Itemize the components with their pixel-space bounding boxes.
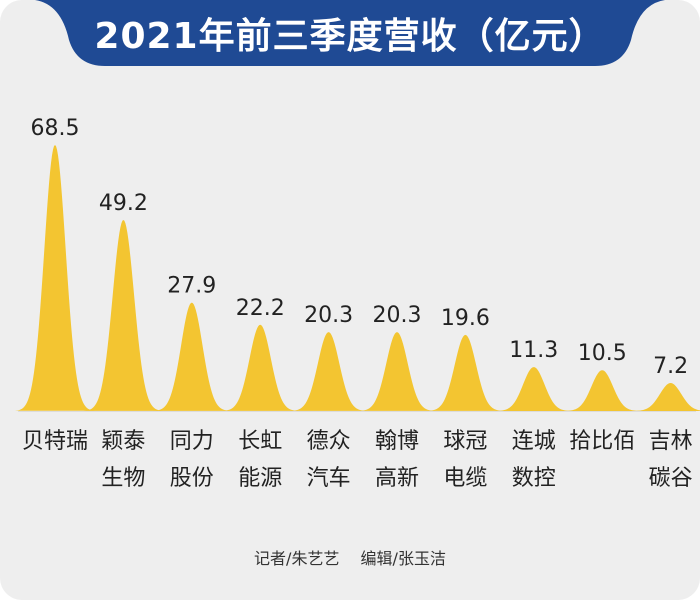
category-label-1-0: 颖泰 [101, 429, 145, 454]
bar-5 [357, 332, 437, 411]
value-label-7: 11.3 [509, 338, 558, 363]
bar-8 [562, 370, 643, 411]
value-label-2: 27.9 [167, 274, 216, 299]
reporter-credit: 记者/朱艺艺 [254, 549, 340, 568]
bar-7 [493, 367, 574, 411]
category-label-0-0: 贝特瑞 [22, 429, 88, 454]
category-label-8-0: 拾比佰 [569, 429, 635, 454]
value-label-5: 20.3 [373, 303, 422, 328]
editor-credit: 编辑/张玉洁 [360, 549, 446, 568]
value-label-0: 68.5 [31, 116, 80, 141]
value-label-6: 19.6 [441, 306, 490, 331]
value-label-3: 22.2 [236, 296, 285, 321]
banner-shape [35, 0, 665, 66]
value-label-8: 10.5 [578, 341, 627, 366]
category-label-4-1: 汽车 [307, 466, 351, 491]
bar-6 [425, 334, 506, 411]
category-label-5-0: 翰博 [375, 429, 419, 454]
category-label-7-0: 连城 [512, 429, 556, 454]
value-label-1: 49.2 [99, 191, 148, 216]
category-label-2-1: 股份 [170, 466, 214, 491]
category-label-2-0: 同力 [170, 429, 214, 454]
bar-3 [220, 324, 301, 411]
category-label-4-0: 德众 [307, 429, 351, 454]
bar-9 [630, 383, 700, 411]
category-label-9-1: 碳谷 [649, 466, 693, 491]
bar-2 [151, 302, 232, 411]
category-label-1-1: 生物 [101, 466, 145, 491]
bar-0 [15, 145, 95, 411]
bar-4 [288, 332, 369, 411]
category-label-3-0: 长虹 [238, 429, 282, 454]
credits-line: 记者/朱艺艺 编辑/张玉洁 [0, 545, 700, 571]
category-label-9-0: 吉林 [649, 429, 693, 454]
value-label-9: 7.2 [653, 354, 688, 379]
category-label-6-0: 球冠 [443, 429, 487, 454]
title-banner: 2021年前三季度营收（亿元） [35, 0, 665, 70]
chart-title: 2021年前三季度营收（亿元） [94, 16, 606, 57]
category-label-7-1: 数控 [512, 466, 556, 491]
category-label-6-1: 电缆 [443, 466, 487, 491]
value-label-4: 20.3 [304, 303, 353, 328]
category-label-5-1: 高新 [375, 466, 419, 491]
category-label-3-1: 能源 [238, 466, 282, 491]
bar-1 [83, 219, 164, 411]
